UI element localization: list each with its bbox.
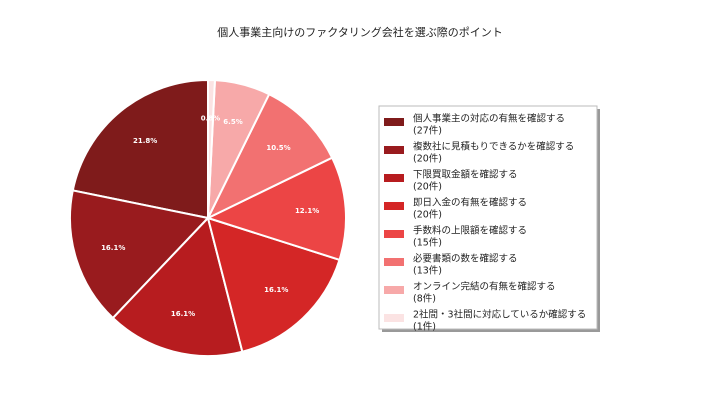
pie-slice <box>111 216 244 357</box>
legend-label: 複数社に見積もりできるかを確認する <box>413 141 574 153</box>
legend-count: (8件) <box>413 293 436 305</box>
slice-label: 12.1% <box>295 207 319 215</box>
legend-swatch <box>384 314 404 322</box>
legend-count: (13件) <box>413 265 442 277</box>
pie-slice <box>69 189 210 320</box>
legend-label: 手数料の上限額を確認する <box>413 225 527 237</box>
legend-label: 必要書類の数を確認する <box>413 253 518 265</box>
legend-count: (20件) <box>413 209 442 221</box>
pie-slice <box>205 92 334 221</box>
legend-swatch <box>384 146 404 154</box>
pie-slice <box>206 216 341 353</box>
legend-label: 下限買取金額を確認する <box>413 169 518 181</box>
legend-count: (20件) <box>413 153 442 165</box>
pie-slice <box>205 156 347 262</box>
slice-label: 21.8% <box>133 137 157 145</box>
pie-slice <box>207 78 216 219</box>
chart-title: 個人事業主向けのファクタリング会社を選ぶ際のポイント <box>217 25 503 39</box>
legend-count: (27件) <box>413 125 442 137</box>
slice-label: 16.1% <box>101 244 125 252</box>
legend-swatch <box>384 174 404 182</box>
legend-box <box>378 105 598 330</box>
legend-label: オンライン完結の有無を確認する <box>413 281 556 293</box>
legend-count: (1件) <box>413 321 436 333</box>
pie-slice <box>71 78 209 220</box>
legend-swatch <box>384 118 404 126</box>
legend-swatch <box>384 258 404 266</box>
slice-label: 16.1% <box>264 286 288 294</box>
legend-count: (15件) <box>413 237 442 249</box>
slice-label: 6.5% <box>223 118 242 126</box>
legend-swatch <box>384 202 404 210</box>
slice-label: 16.1% <box>171 310 195 318</box>
slice-label: 0.8% <box>201 115 220 123</box>
legend-swatch <box>384 286 404 294</box>
legend-label: 即日入金の有無を確認する <box>413 197 527 209</box>
legend-swatch <box>384 230 404 238</box>
legend-count: (20件) <box>413 181 442 193</box>
slice-label: 10.5% <box>266 144 290 152</box>
legend-label: 2社間・3社間に対応しているか確認する <box>413 309 586 321</box>
legend-label: 個人事業主の対応の有無を確認する <box>413 113 565 125</box>
